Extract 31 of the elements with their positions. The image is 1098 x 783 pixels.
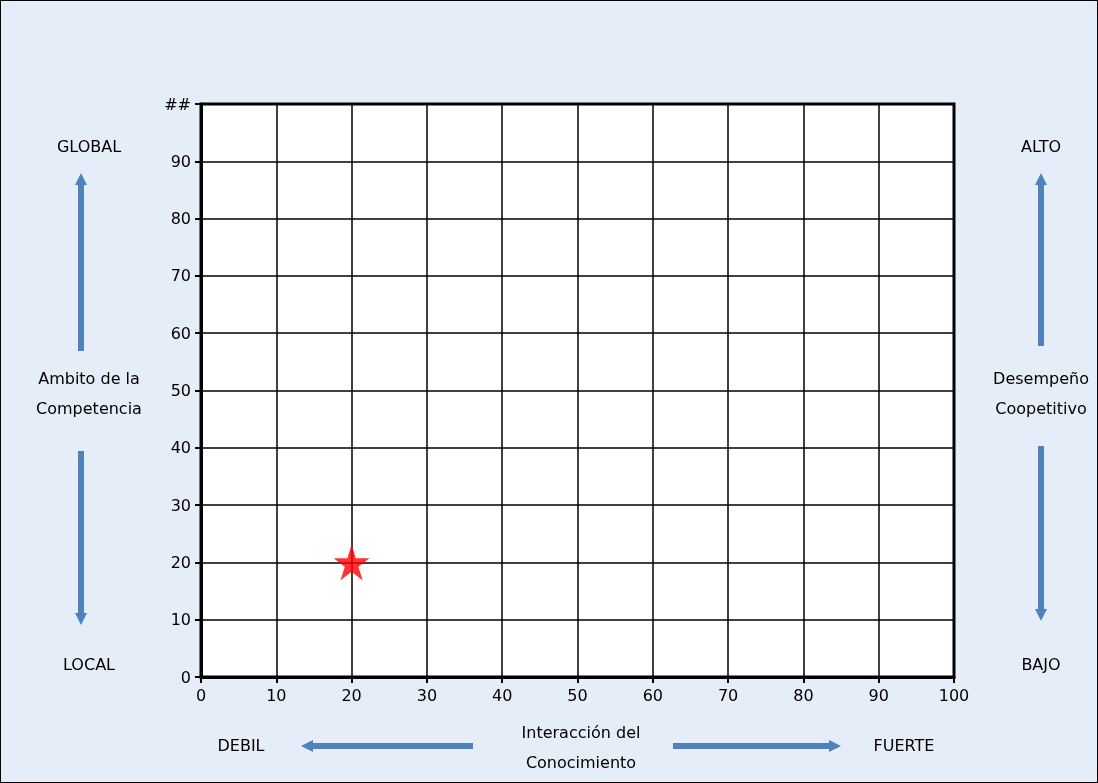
text: LOCAL [63, 654, 115, 676]
text: FUERTE [873, 735, 935, 757]
x-tick-label: 90 [868, 685, 889, 705]
x-tick-label: 0 [195, 685, 207, 705]
y-axis-title: Ambito de la Competencia [35, 368, 143, 420]
text: Desempeño Coopetitivo [992, 368, 1090, 420]
x-tick-label: 60 [642, 685, 663, 705]
y-tick-label: ## [164, 94, 191, 114]
x-tick-label: 100 [938, 685, 970, 705]
x-tick-label: 70 [717, 685, 739, 705]
y-tick-label: 10 [170, 610, 191, 630]
y-tick-label: 70 [170, 266, 191, 286]
x-tick-label: 10 [266, 685, 287, 705]
text: DEBIL [217, 735, 265, 757]
x-tick-label: 40 [492, 685, 513, 705]
x-axis-title: Interacción del Conocimiento [520, 722, 642, 774]
y-tick-label: 90 [170, 151, 191, 171]
y-tick-label: 30 [170, 495, 191, 515]
x-tick-label: 30 [416, 685, 438, 705]
x-tick-label: 50 [567, 685, 588, 705]
y-tick-label: 40 [170, 438, 191, 458]
text: ALTO [1020, 136, 1062, 158]
text: BAJO [1021, 654, 1061, 676]
x-tick-label: 80 [793, 685, 814, 705]
x-tick-label: 20 [341, 685, 362, 705]
text: GLOBAL [56, 136, 122, 158]
y-tick-label: 20 [170, 552, 191, 572]
y-tick-label: 60 [170, 323, 191, 343]
y-tick-label: 50 [170, 381, 191, 400]
y-tick-label: 80 [170, 209, 191, 229]
y-tick-label: 0 [180, 667, 191, 687]
